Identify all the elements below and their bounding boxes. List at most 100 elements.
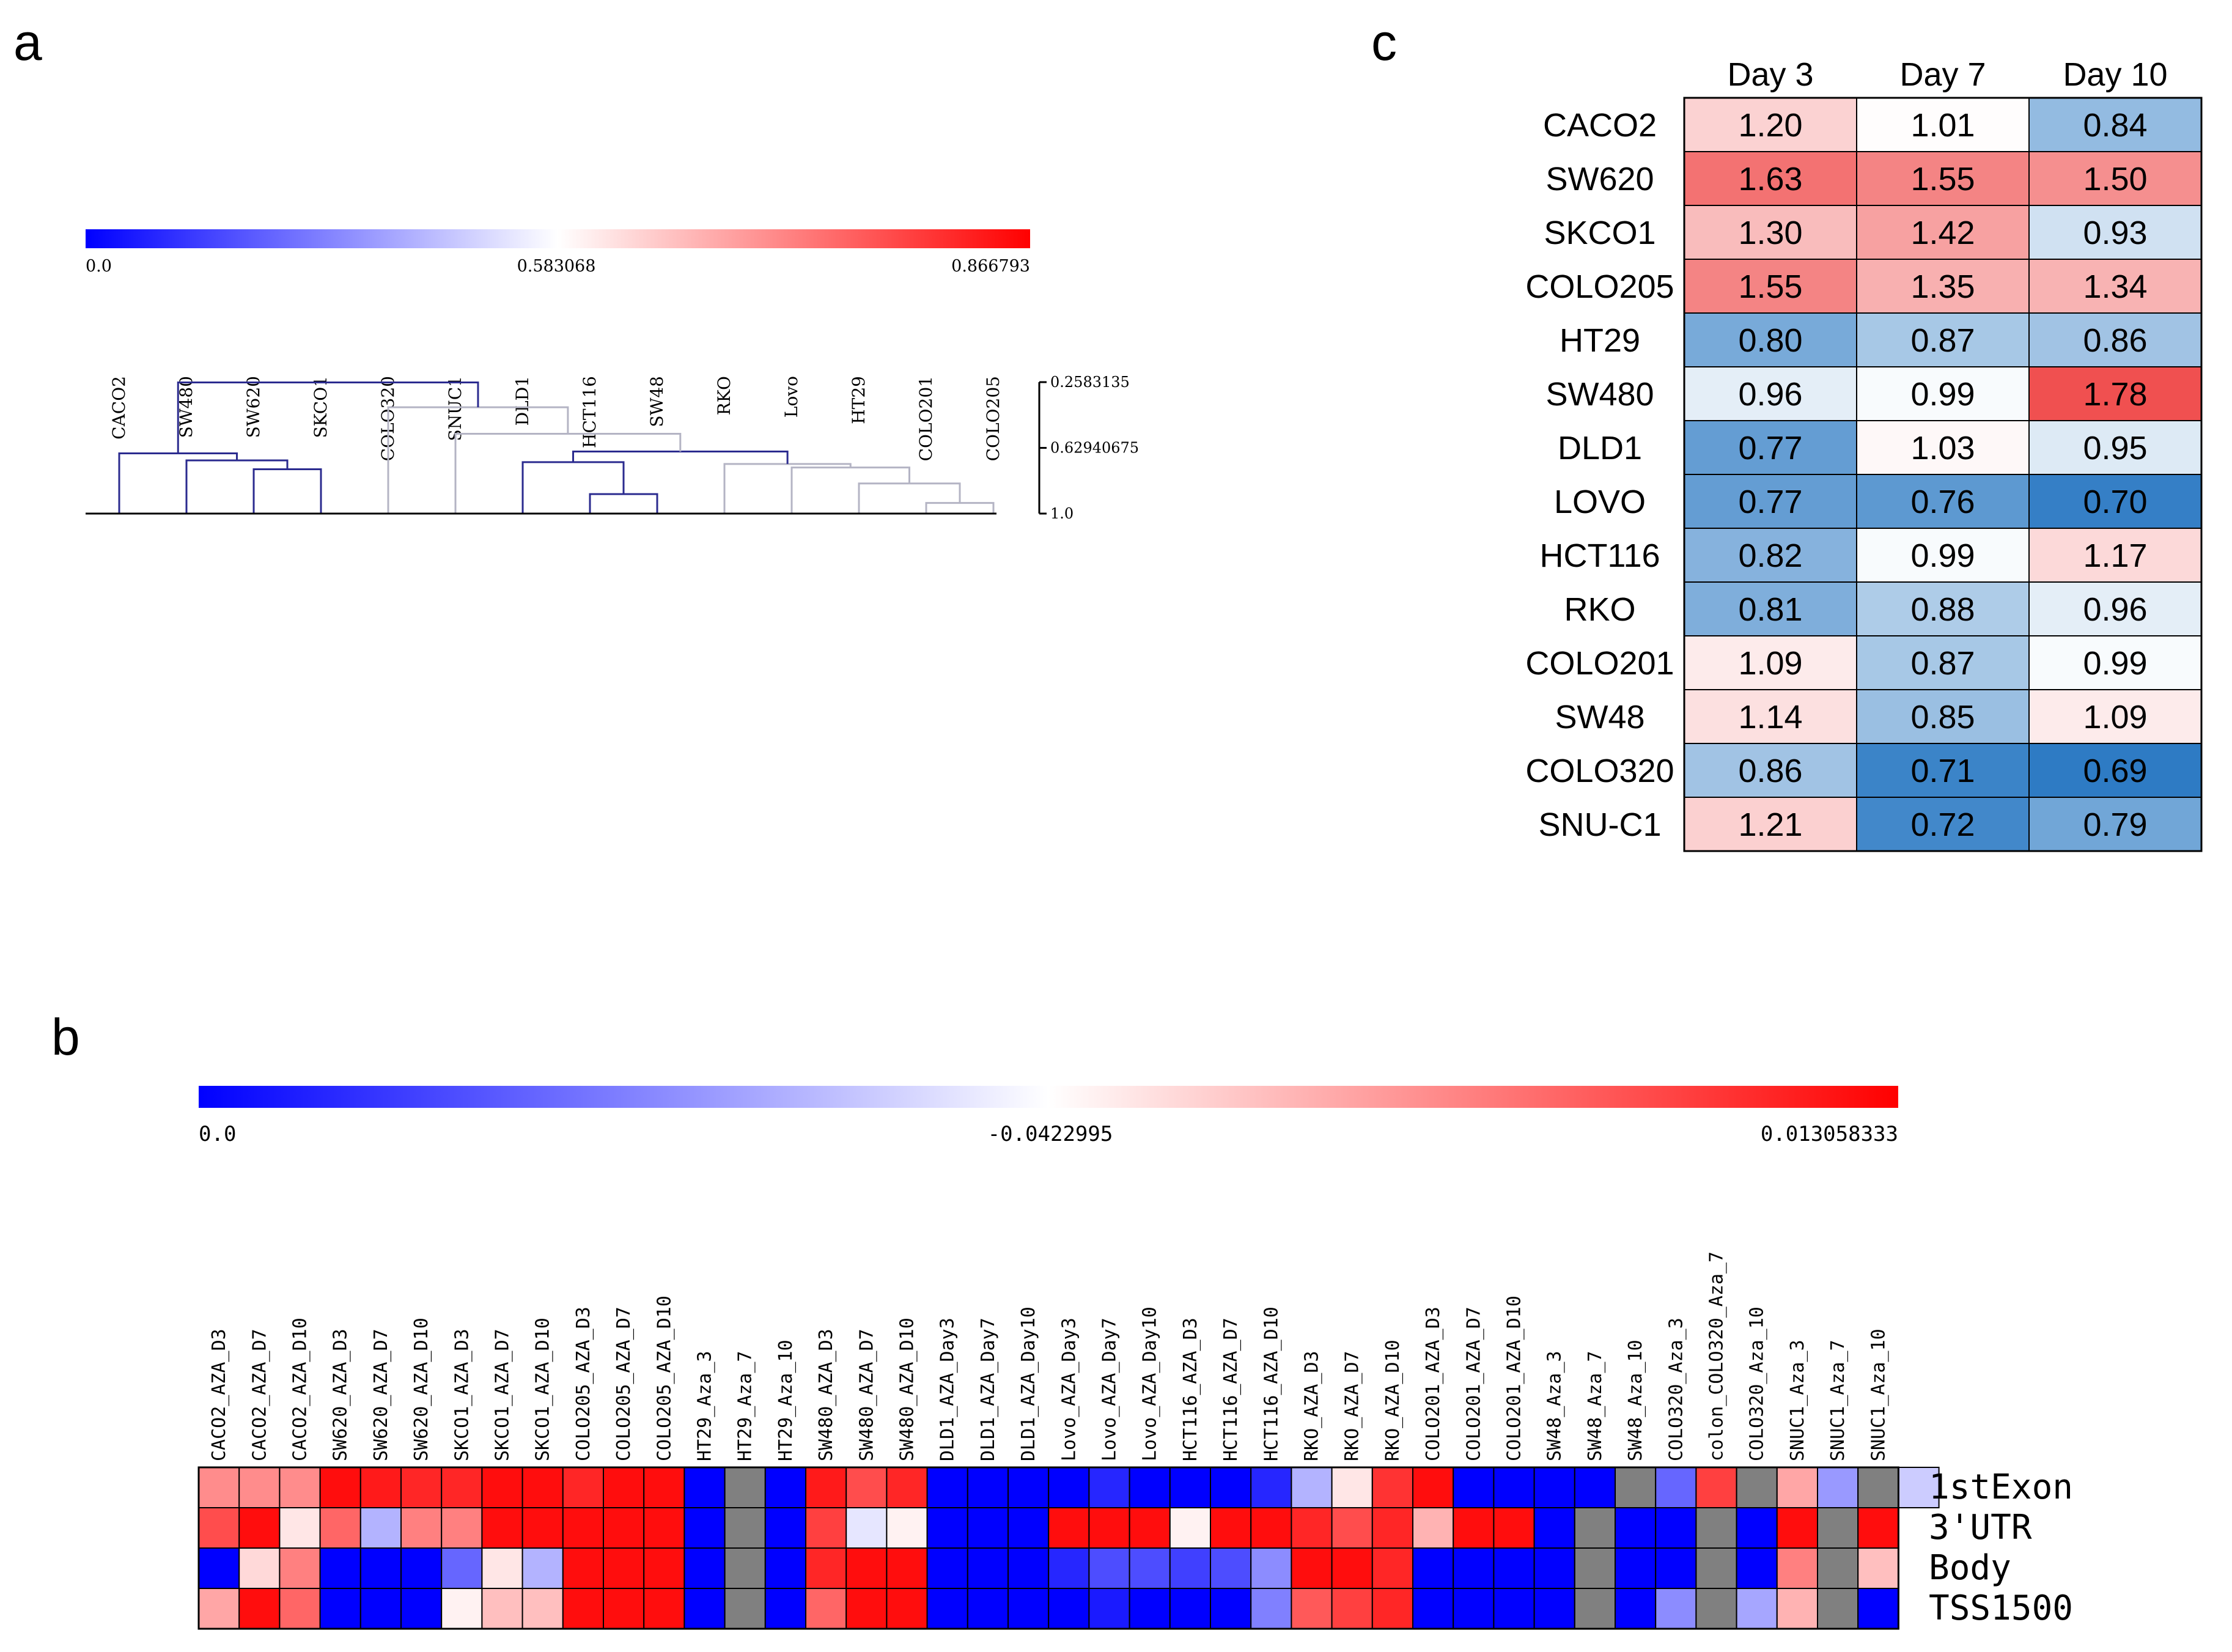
heatmap-cell	[1291, 1547, 1333, 1589]
dendrogram-branch	[118, 452, 238, 514]
heatmap-cell	[198, 1547, 240, 1589]
dendrogram-branch	[252, 468, 322, 514]
heatmap-cell	[441, 1547, 483, 1589]
table-row-label: COLO320	[1525, 753, 1674, 789]
heatmap-cell	[562, 1588, 604, 1629]
heatmap-cell	[1493, 1507, 1535, 1549]
table-row-label: CACO2	[1543, 107, 1657, 144]
heatmap-cell	[1250, 1588, 1292, 1629]
heatmap-cell	[1453, 1588, 1495, 1629]
table-cell	[1684, 151, 1857, 206]
dendrogram-branch	[790, 466, 910, 514]
heatmap-column-label: DLD1_AZA_Day3	[937, 1318, 959, 1461]
heatmap-cell	[521, 1588, 564, 1629]
heatmap-cell	[926, 1547, 968, 1589]
panel-b-colorbar-mid: -0.0422995	[988, 1122, 1113, 1146]
heatmap-cell	[764, 1467, 807, 1508]
table-cell-value: 1.78	[2083, 376, 2147, 413]
heatmap-cell	[886, 1588, 928, 1629]
heatmap-cell	[1776, 1467, 1819, 1508]
dendrogram-leaf-label: SW48	[647, 376, 667, 427]
heatmap-cell	[481, 1588, 523, 1629]
dendrogram-scale-label: 0.2583135	[1050, 374, 1130, 391]
heatmap-cell	[1412, 1547, 1454, 1589]
table-cell	[1684, 797, 1857, 852]
table-cell	[1856, 474, 2030, 529]
table-cell-value: 0.85	[1910, 699, 1975, 736]
table-cell	[1856, 528, 2030, 583]
heatmap-cell	[1088, 1507, 1130, 1549]
heatmap-column-label: Lovo_AZA_Day10	[1140, 1307, 1161, 1461]
heatmap-cell	[845, 1467, 888, 1508]
heatmap-column-label: COLO320_Aza_3	[1665, 1318, 1687, 1461]
heatmap-column-label: SKCO1_AZA_D3	[451, 1329, 473, 1461]
table-cell-value: 0.80	[1738, 322, 1802, 359]
dendrogram-leaf-label: Lovo	[781, 376, 801, 418]
heatmap-column-label: COLO205_AZA_D7	[613, 1307, 635, 1461]
heatmap-cell	[1088, 1547, 1130, 1589]
table-cell-value: 0.99	[1910, 537, 1975, 574]
heatmap-cell	[1048, 1547, 1090, 1589]
heatmap-cell	[1898, 1467, 1940, 1508]
heatmap-cell	[1776, 1507, 1819, 1549]
heatmap-cell	[1817, 1547, 1859, 1589]
heatmap-cell	[683, 1588, 726, 1629]
table-cell	[2028, 689, 2202, 744]
heatmap-cell	[1655, 1588, 1697, 1629]
heatmap-column-label: COLO205_AZA_D3	[573, 1307, 594, 1461]
table-row-label: SW480	[1545, 376, 1654, 413]
table-cell	[1856, 420, 2030, 475]
table-row-label: LOVO	[1554, 484, 1646, 520]
heatmap-column-label: SKCO1_AZA_D10	[532, 1318, 554, 1461]
heatmap-cell	[805, 1507, 847, 1549]
heatmap-column-label: CACO2_AZA_D3	[208, 1329, 230, 1461]
heatmap-cell	[886, 1507, 928, 1549]
heatmap-cell	[845, 1547, 888, 1589]
heatmap-cell	[441, 1588, 483, 1629]
heatmap-cell	[1371, 1507, 1414, 1549]
heatmap-column-label: HCT116_AZA_D3	[1180, 1318, 1201, 1461]
table-row-label: SW48	[1555, 699, 1645, 736]
dendrogram-leaf-label: SKCO1	[311, 376, 331, 438]
heatmap-cell	[643, 1547, 685, 1589]
table-cell-value: 1.50	[2083, 161, 2147, 197]
heatmap-cell	[1412, 1507, 1454, 1549]
heatmap-cell	[1129, 1507, 1171, 1549]
table-cell	[2028, 259, 2202, 314]
heatmap-cell	[926, 1507, 968, 1549]
table-cell-value: 1.42	[1910, 215, 1975, 251]
heatmap-column-label: SW48_Aza_3	[1544, 1351, 1566, 1461]
dendrogram-scale-label: 0.62940675	[1050, 440, 1139, 457]
heatmap-cell	[603, 1467, 645, 1508]
heatmap-cell	[1574, 1547, 1616, 1589]
heatmap-cell	[643, 1507, 685, 1549]
heatmap-column-label: HT29_Aza_3	[694, 1351, 716, 1461]
heatmap-column-label: COLO201_AZA_D3	[1423, 1307, 1444, 1461]
table-cell-value: 0.93	[2083, 215, 2147, 251]
heatmap-cell	[1210, 1588, 1252, 1629]
heatmap-column-label: RKO_AZA_D3	[1302, 1351, 1323, 1461]
table-cell-value: 0.96	[2083, 591, 2147, 628]
table-cell-value: 0.87	[1910, 645, 1975, 682]
heatmap-cell	[1291, 1467, 1333, 1508]
heatmap-cell	[198, 1507, 240, 1549]
panel-a-colorbar-min: 0.0	[86, 257, 112, 276]
heatmap-cell	[1574, 1507, 1616, 1549]
heatmap-cell	[1493, 1547, 1535, 1589]
heatmap-column-label: HCT116_AZA_D10	[1261, 1307, 1282, 1461]
dendrogram-leaf-label: COLO201	[916, 376, 936, 461]
heatmap-column-label: CACO2_AZA_D7	[249, 1329, 270, 1461]
dendrogram-leaf-label: HCT116	[580, 376, 600, 448]
table-cell-value: 0.79	[2083, 806, 2147, 843]
table-cell	[1856, 635, 2030, 690]
heatmap-cell	[521, 1467, 564, 1508]
heatmap-row-label: 1stExon	[1929, 1467, 2073, 1507]
table-row-label: COLO205	[1525, 268, 1674, 305]
heatmap-row-label: TSS1500	[1929, 1588, 2073, 1628]
heatmap-border	[197, 1466, 1899, 1630]
table-cell-value: 1.63	[1738, 161, 1802, 197]
heatmap-column-label: SW480_AZA_D10	[897, 1318, 918, 1461]
table-cell	[1684, 312, 1857, 367]
heatmap-cell	[1169, 1467, 1212, 1508]
